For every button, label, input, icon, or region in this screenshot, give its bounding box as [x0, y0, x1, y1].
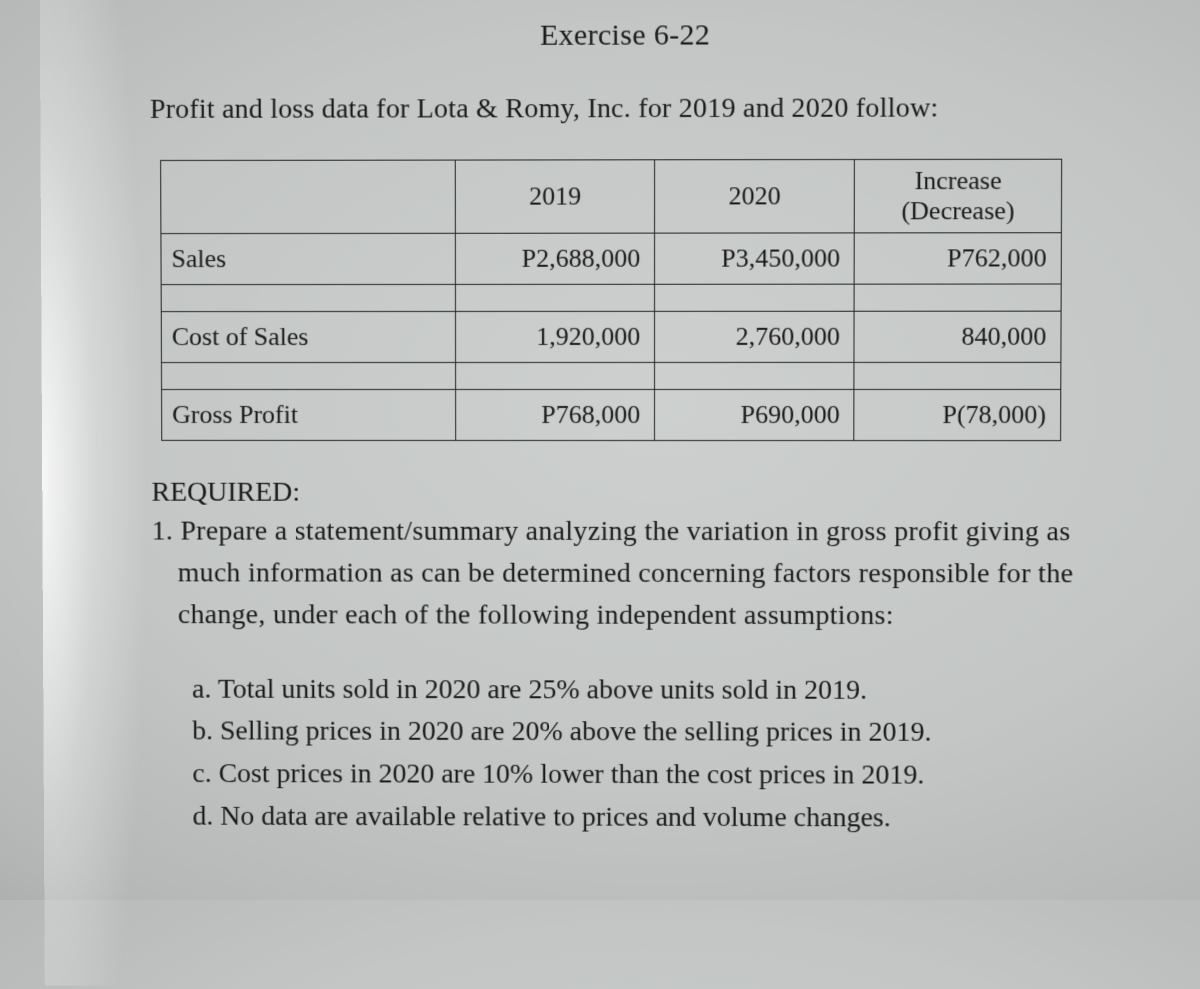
- req-line1: Prepare a statement/summary analyzing th…: [180, 515, 1070, 547]
- assumptions-list: a. Total units sold in 2020 are 25% abov…: [192, 670, 1130, 839]
- row-label: Gross Profit: [162, 389, 456, 440]
- table-row: Cost of Sales 1,920,000 2,760,000 840,00…: [161, 311, 1061, 362]
- cell-value: P690,000: [655, 389, 854, 440]
- row-label: Cost of Sales: [161, 311, 456, 362]
- intro-text: Profit and loss data for Lota & Romy, In…: [150, 92, 1133, 126]
- table-row: Sales P2,688,000 P3,450,000 P762,000: [161, 232, 1061, 284]
- col-2020: 2020: [655, 160, 855, 233]
- list-item: d. No data are available relative to pri…: [192, 796, 1129, 839]
- cell-value: 840,000: [854, 311, 1061, 362]
- row-gap: [161, 362, 1060, 389]
- cell-value: P762,000: [855, 232, 1062, 283]
- col-increase: Increase (Decrease): [855, 159, 1062, 232]
- cell-value: P(78,000): [854, 389, 1061, 440]
- col-2019: 2019: [456, 160, 655, 233]
- cell-value: P3,450,000: [655, 233, 855, 284]
- req-line3: change, under each of the following inde…: [152, 594, 1131, 637]
- col-inc-line2: (Decrease): [901, 196, 1014, 225]
- req-line2: much information as can be determined co…: [152, 552, 1131, 595]
- required-section: REQUIRED: 1. Prepare a statement/summary…: [151, 477, 1131, 638]
- col-blank: [161, 160, 456, 233]
- cell-value: P768,000: [456, 389, 655, 440]
- row-gap: [161, 284, 1061, 312]
- cell-value: 1,920,000: [456, 311, 655, 362]
- exercise-title: Exercise 6-22: [90, 17, 1164, 54]
- row-label: Sales: [161, 233, 456, 284]
- required-label: REQUIRED:: [151, 477, 1131, 510]
- req-num: 1.: [152, 515, 174, 546]
- cell-value: 2,760,000: [655, 311, 855, 362]
- profit-loss-table: 2019 2020 Increase (Decrease) Sales P2,6…: [160, 159, 1062, 441]
- list-item: a. Total units sold in 2020 are 25% abov…: [192, 670, 1130, 712]
- table-header-row: 2019 2020 Increase (Decrease): [161, 159, 1062, 233]
- list-item: b. Selling prices in 2020 are 20% above …: [192, 712, 1130, 754]
- cell-value: P2,688,000: [456, 233, 655, 284]
- list-item: c. Cost prices in 2020 are 10% lower tha…: [192, 754, 1130, 796]
- col-inc-line1: Increase: [914, 166, 1001, 195]
- table-row: Gross Profit P768,000 P690,000 P(78,000): [162, 389, 1061, 440]
- page-content: Exercise 6-22 Profit and loss data for L…: [90, 7, 1164, 890]
- required-item-1: 1. Prepare a statement/summary analyzing…: [152, 510, 1132, 637]
